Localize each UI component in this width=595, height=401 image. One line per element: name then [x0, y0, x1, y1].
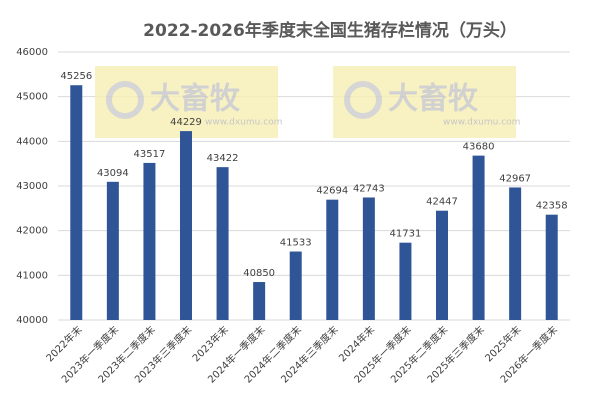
data-label: 43422	[207, 153, 239, 164]
bar	[545, 214, 558, 320]
watermark-url: www.dxumu.com	[443, 118, 520, 128]
y-tick-label: 41000	[16, 270, 48, 281]
bar	[289, 251, 302, 320]
bar	[472, 155, 485, 320]
watermark-name: 大畜牧	[150, 82, 241, 117]
bar	[253, 282, 266, 320]
data-label: 43094	[97, 168, 129, 179]
watermark-url: www.dxumu.com	[205, 118, 282, 128]
data-label: 42743	[353, 183, 385, 194]
chart-title: 2022-2026年季度末全国生猪存栏情况（万头）	[143, 20, 517, 41]
watermark-logo	[106, 81, 144, 119]
watermark-box	[333, 66, 516, 138]
bar	[509, 187, 522, 320]
bar	[106, 181, 119, 320]
bar	[70, 85, 83, 321]
data-label: 40850	[243, 268, 275, 279]
bar	[326, 199, 339, 320]
data-label: 42967	[499, 173, 531, 184]
bar	[143, 162, 156, 320]
bar	[362, 197, 375, 320]
data-label: 41731	[390, 229, 422, 240]
bar	[216, 167, 229, 320]
y-tick-label: 42000	[16, 226, 48, 237]
watermark-logo	[344, 81, 382, 119]
y-tick-label: 40000	[16, 315, 48, 326]
data-label: 43517	[134, 149, 166, 160]
watermark-name: 大畜牧	[388, 82, 479, 117]
data-label: 42694	[316, 186, 348, 197]
watermark-box	[95, 66, 278, 138]
y-tick-label: 44000	[16, 136, 48, 147]
y-tick-label: 45000	[16, 92, 48, 103]
y-tick-label: 43000	[16, 181, 48, 192]
bar	[180, 131, 192, 320]
data-label: 45256	[60, 71, 92, 82]
data-label: 43680	[463, 142, 495, 153]
data-label: 41533	[280, 238, 312, 249]
y-tick-label: 46000	[16, 47, 48, 58]
data-label: 44229	[170, 117, 202, 128]
bar	[399, 242, 412, 320]
watermark: 大畜牧 www.dxumu.com 大畜牧 www.dxumu.com	[95, 66, 520, 138]
bar	[436, 210, 448, 320]
data-label: 42447	[426, 197, 458, 208]
data-label: 42358	[536, 201, 568, 212]
